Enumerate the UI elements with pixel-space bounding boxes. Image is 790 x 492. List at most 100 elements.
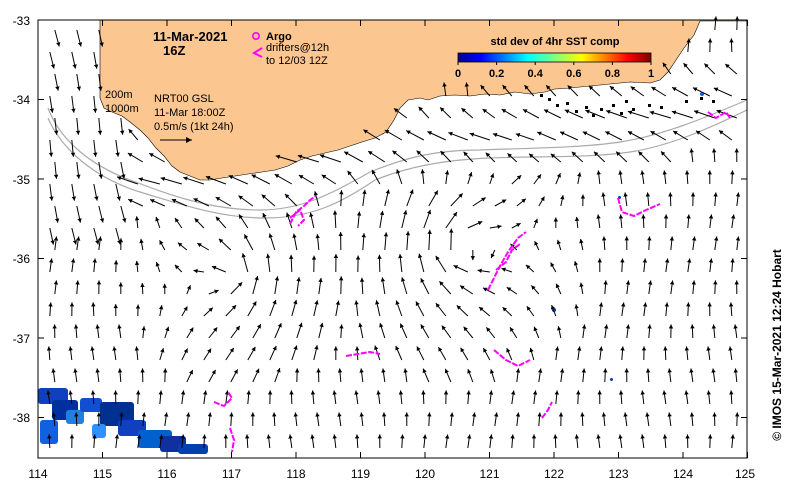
current-arrow-head	[53, 236, 59, 241]
plot-frame	[37, 19, 748, 459]
current-arrow-head	[119, 412, 124, 417]
current-arrow-head	[52, 324, 57, 329]
current-arrow-head	[605, 131, 610, 136]
current-arrow-head	[231, 305, 237, 310]
current-arrow-head	[337, 368, 343, 373]
current-arrow-head	[294, 368, 300, 373]
current-arrow-head	[418, 106, 423, 112]
current-arrow-head	[469, 132, 475, 137]
current-arrow-head	[630, 86, 636, 91]
current-arrow-head	[642, 302, 648, 307]
current-arrow-head	[218, 238, 224, 244]
current-arrow-head	[669, 236, 675, 241]
current-arrow-head	[215, 197, 221, 202]
current-arrow-head	[338, 232, 343, 237]
current-arrow-head	[691, 280, 696, 285]
current-arrow-head	[466, 390, 471, 395]
current-arrow-head	[588, 85, 594, 91]
model-label: NRT00 GSL	[154, 93, 214, 105]
current-arrow-head	[134, 346, 140, 351]
current-arrow-head	[713, 87, 719, 92]
current-arrow-head	[601, 192, 606, 197]
current-arrow-head	[506, 287, 512, 292]
drifter-track	[229, 427, 236, 453]
current-arrow-head	[427, 412, 432, 417]
current-arrow-head	[95, 324, 100, 329]
current-arrow-head	[616, 151, 621, 156]
current-arrow-head	[695, 130, 701, 135]
current-arrow-head	[121, 174, 126, 179]
current-arrow-head	[208, 307, 213, 312]
current-arrow-head	[449, 228, 454, 233]
current-arrow-head	[332, 390, 337, 395]
current-arrow-head	[443, 390, 449, 395]
lon-label: 118	[286, 467, 305, 481]
current-arrow-head	[337, 412, 342, 417]
current-arrow-head	[640, 170, 645, 175]
current-arrow-head	[344, 151, 349, 156]
current-arrow-head	[359, 412, 364, 417]
current-arrow-head	[485, 152, 491, 158]
current-arrow-head	[117, 176, 122, 181]
current-arrow-head	[627, 131, 633, 136]
current-arrow-head	[651, 86, 656, 91]
current-arrow-head	[310, 390, 316, 395]
current-arrow-head	[297, 154, 303, 159]
current-arrow-head	[533, 218, 538, 224]
current-arrow-head	[596, 434, 601, 439]
lon-label: 124	[673, 467, 693, 481]
current-arrow-head	[603, 280, 608, 285]
drifter-track	[487, 231, 527, 291]
current-arrow-head	[48, 302, 53, 307]
current-arrow-head	[406, 130, 411, 135]
current-arrow-head	[92, 258, 97, 263]
current-arrow-head	[603, 324, 609, 329]
current-arrow-head	[140, 368, 145, 373]
model-time: 11-Mar 18:00Z	[154, 107, 226, 119]
current-arrow-head	[692, 87, 698, 92]
current-arrow-head	[624, 368, 629, 373]
isobath-200m	[47, 99, 748, 211]
current-arrow-head	[250, 412, 256, 417]
lon-label: 121	[479, 467, 499, 481]
current-arrow-head	[379, 210, 385, 216]
colorbar-tick-label: 0	[455, 68, 461, 80]
current-arrow-head	[91, 302, 96, 307]
current-arrow-head	[314, 345, 319, 350]
current-arrow-head	[470, 256, 476, 261]
current-arrow-head	[155, 262, 160, 267]
current-arrow-head	[645, 192, 651, 197]
current-arrow-head	[441, 325, 446, 331]
current-arrow-head	[620, 258, 625, 263]
current-arrow-head	[463, 326, 468, 332]
current-arrow-head	[53, 174, 59, 179]
current-arrow-head	[136, 390, 141, 395]
current-arrow-head	[673, 131, 678, 135]
drifter-track	[289, 208, 306, 227]
current-arrow-head	[193, 268, 198, 274]
current-arrow-head	[293, 299, 298, 305]
current-arrow-head	[171, 198, 177, 203]
current-arrow-head	[238, 195, 243, 200]
current-arrow-head	[333, 346, 339, 351]
current-arrow-head	[501, 109, 507, 114]
colorbar-tick-label: 0.4	[528, 68, 544, 80]
current-arrow-head	[509, 327, 514, 332]
current-arrow-head	[420, 169, 425, 174]
current-arrow-head	[113, 390, 118, 395]
current-arrow-head	[596, 170, 601, 175]
current-arrow-head	[733, 324, 738, 329]
current-arrow-head	[603, 368, 608, 373]
current-arrow-head	[415, 301, 420, 306]
current-arrow-head	[438, 347, 443, 352]
current-arrow-head	[647, 236, 652, 241]
lon-label: 120	[415, 467, 435, 481]
current-arrow-head	[689, 368, 694, 373]
current-arrow-head	[354, 300, 359, 305]
current-arrow-head	[442, 82, 447, 87]
current-arrow-head	[712, 412, 717, 417]
current-arrow-head	[113, 304, 118, 309]
current-arrow-head	[95, 368, 100, 373]
current-arrow-head	[515, 368, 521, 373]
lon-label: 123	[608, 467, 628, 481]
